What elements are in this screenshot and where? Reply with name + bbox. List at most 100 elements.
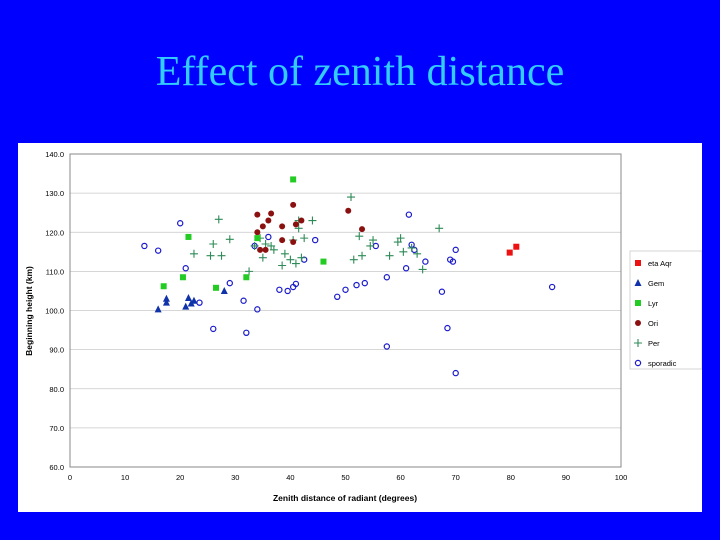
data-point xyxy=(182,302,190,310)
data-point xyxy=(250,241,259,250)
y-tick-label: 140.0 xyxy=(45,150,64,159)
data-point xyxy=(290,201,297,208)
scatter-chart: 60.0 70.0 80.0 90.0 100.0 110.0 120.0 130.0 140.… xyxy=(24,150,703,503)
y-tick-label: 100.0 xyxy=(45,307,64,316)
data-point xyxy=(278,261,287,270)
data-points xyxy=(141,176,556,377)
data-point xyxy=(225,235,234,244)
plot-area-border xyxy=(69,153,622,468)
data-point xyxy=(320,258,327,265)
data-point xyxy=(243,329,250,337)
data-point xyxy=(359,226,366,233)
chart-gridlines xyxy=(70,153,621,468)
series-eta-aqr xyxy=(506,243,520,256)
data-point xyxy=(261,239,270,248)
x-axis-label: Zenith distance of radiant (degrees) xyxy=(273,493,417,503)
data-point xyxy=(254,306,261,313)
data-point xyxy=(154,247,162,254)
data-point xyxy=(405,211,413,218)
x-tick-label: 10 xyxy=(121,473,129,482)
y-tick-label: 110.0 xyxy=(46,267,64,276)
data-point xyxy=(297,253,306,262)
data-point xyxy=(290,176,297,183)
data-point xyxy=(383,274,391,281)
data-point xyxy=(210,325,217,333)
x-tick-label: 80 xyxy=(507,473,515,482)
data-point xyxy=(435,224,444,233)
data-point xyxy=(300,234,309,243)
data-point xyxy=(243,274,250,281)
data-point xyxy=(438,288,446,295)
data-point xyxy=(182,265,189,272)
data-point xyxy=(355,232,364,241)
data-point xyxy=(206,251,215,260)
x-tick-label: 90 xyxy=(562,473,570,482)
x-tick-label: 30 xyxy=(231,473,239,482)
data-point xyxy=(399,247,408,256)
data-point xyxy=(265,233,272,241)
data-point xyxy=(449,258,457,265)
data-point xyxy=(262,246,269,253)
data-point xyxy=(548,283,556,291)
data-point xyxy=(245,267,254,276)
data-point xyxy=(452,246,459,254)
data-point xyxy=(259,223,266,230)
legend-label: Per xyxy=(648,339,660,348)
data-point xyxy=(385,251,394,260)
data-point xyxy=(308,216,317,225)
legend-label: eta Aqr xyxy=(648,259,672,268)
data-point xyxy=(276,286,283,293)
data-point xyxy=(345,207,352,214)
legend-label: Lyr xyxy=(648,299,659,308)
data-point xyxy=(407,243,416,252)
data-point xyxy=(269,245,278,254)
x-tick-label: 40 xyxy=(286,473,294,482)
data-point xyxy=(334,293,341,301)
legend-label: Ori xyxy=(648,319,658,328)
data-point xyxy=(154,305,162,313)
series-sporadic xyxy=(141,211,556,377)
data-point xyxy=(179,274,186,281)
data-point xyxy=(162,298,170,306)
data-point xyxy=(258,253,267,262)
chart-legend: eta Aqr Gem Lyr Ori Per sporadic xyxy=(629,250,703,370)
data-point xyxy=(513,243,520,250)
y-axis-label: Beginning height (km) xyxy=(24,266,34,356)
x-tick-label: 100 xyxy=(615,473,628,482)
legend-label: sporadic xyxy=(648,359,677,368)
data-point xyxy=(292,280,300,288)
legend-marker xyxy=(634,359,642,367)
data-point xyxy=(353,281,360,289)
data-point xyxy=(369,236,378,245)
data-point xyxy=(265,217,272,224)
x-tick-label: 20 xyxy=(176,473,184,482)
x-axis-ticks: 0 10 20 30 40 50 60 70 80 90 100 xyxy=(68,473,627,482)
data-point xyxy=(209,239,218,248)
data-point xyxy=(217,251,226,260)
data-point xyxy=(291,259,300,268)
y-tick-label: 60.0 xyxy=(49,463,64,472)
data-point xyxy=(396,234,405,243)
data-point xyxy=(349,255,358,264)
legend-marker xyxy=(634,339,642,347)
data-point xyxy=(279,223,286,230)
data-point xyxy=(196,299,203,306)
data-point xyxy=(213,284,220,291)
y-tick-label: 70.0 xyxy=(49,424,64,433)
data-point xyxy=(418,265,427,274)
data-point xyxy=(413,249,422,258)
data-point xyxy=(189,249,198,258)
data-point xyxy=(402,265,410,272)
series-per xyxy=(189,193,444,276)
data-point xyxy=(190,296,198,304)
data-point xyxy=(214,215,223,224)
legend-box xyxy=(629,250,703,370)
series-gem xyxy=(154,286,228,313)
data-point xyxy=(422,258,429,265)
y-tick-label: 90.0 xyxy=(49,346,64,355)
x-tick-label: 70 xyxy=(452,473,460,482)
x-tick-label: 50 xyxy=(341,473,349,482)
legend-marker xyxy=(635,300,641,306)
chart-frame: 60.0 70.0 80.0 90.0 100.0 110.0 120.0 130.0 140.… xyxy=(18,143,703,512)
data-point xyxy=(220,286,228,294)
